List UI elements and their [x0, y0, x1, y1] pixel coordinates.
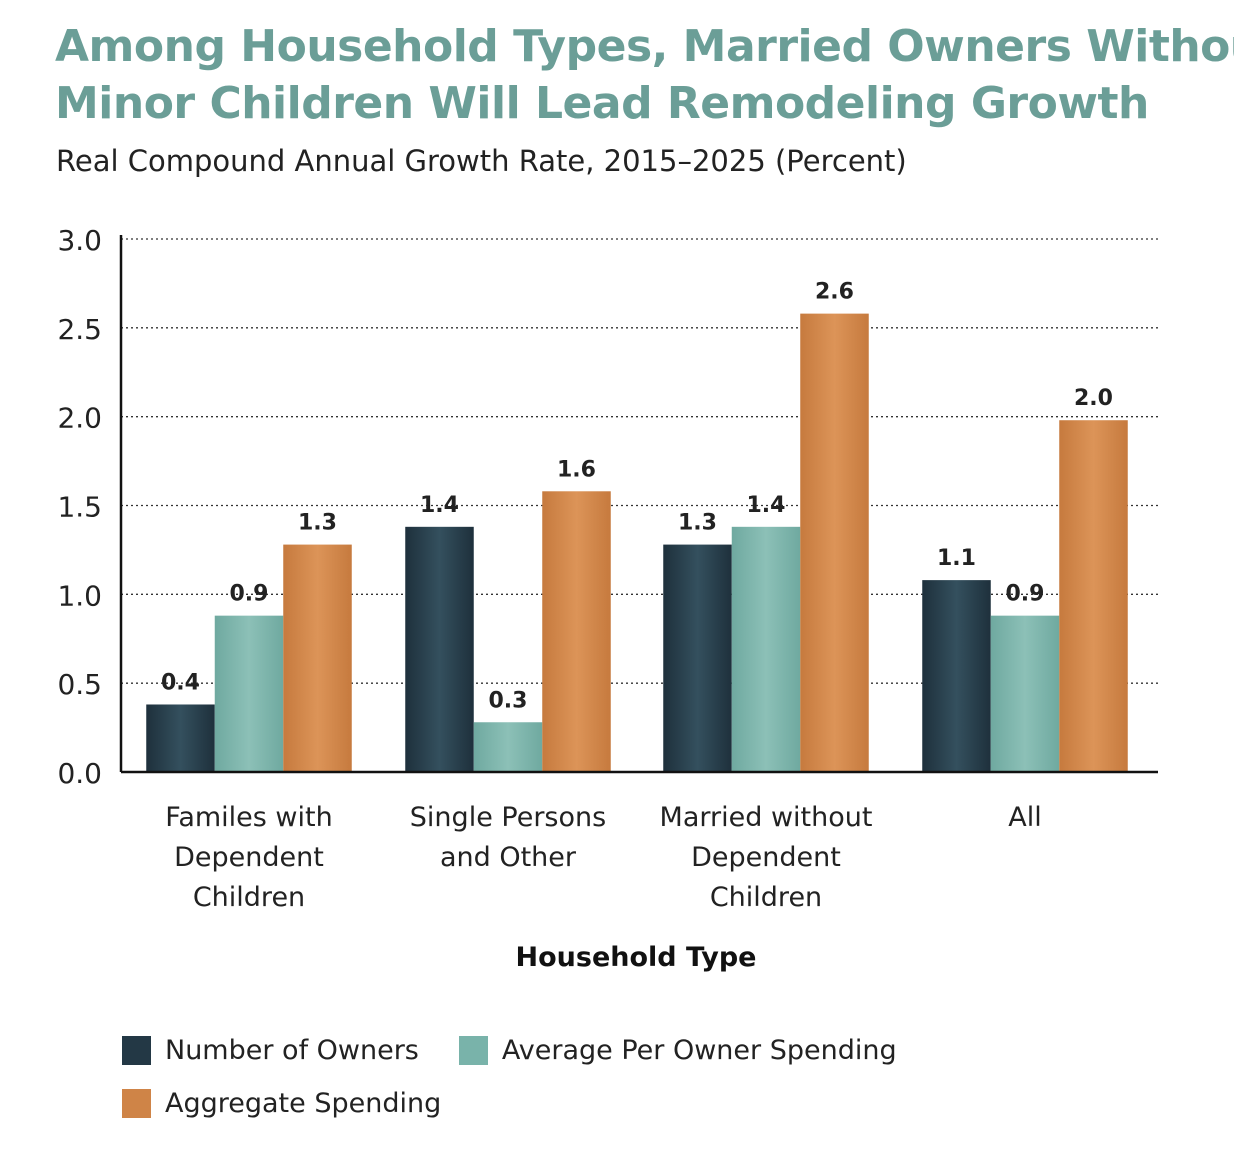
- legend: Number of Owners Average Per Owner Spend…: [122, 1030, 1022, 1136]
- data-label: 2.0: [1074, 386, 1113, 411]
- legend-label-aggregate: Aggregate Spending: [165, 1087, 442, 1119]
- y-tick-label: 2.5: [57, 313, 102, 346]
- legend-row-1: Number of Owners Average Per Owner Spend…: [122, 1030, 1022, 1070]
- data-label: 0.9: [1006, 582, 1045, 607]
- legend-swatch-per-owner: [458, 1035, 488, 1065]
- y-tick-label: 1.5: [57, 491, 102, 524]
- category-label: Familes with Dependent Children: [165, 802, 332, 913]
- bar: [214, 615, 284, 772]
- chart-title-line-2: Minor Children Will Lead Remodeling Grow…: [55, 78, 1149, 129]
- data-label: 1.4: [747, 493, 786, 518]
- bar: [405, 526, 474, 772]
- y-tick-labels: 0.0 0.5 1.0 1.5 2.0 2.5 3.0: [57, 224, 102, 790]
- data-label: 1.4: [420, 493, 459, 518]
- category-label: All: [1008, 802, 1041, 833]
- legend-label-per-owner: Average Per Owner Spending: [501, 1034, 897, 1066]
- bar: [146, 704, 215, 772]
- legend-item-aggregate: Aggregate Spending: [122, 1088, 441, 1119]
- bar: [473, 722, 543, 772]
- legend-label-owners: Number of Owners: [165, 1034, 419, 1066]
- data-label: 2.6: [815, 280, 854, 305]
- y-tick-label: 0.5: [57, 668, 102, 701]
- legend-swatch-aggregate: [122, 1088, 151, 1118]
- data-label: 0.3: [489, 688, 528, 713]
- bar-chart: 0.0 0.5 1.0 1.5 2.0 2.5 3.0 0.4 1.4 1.3 1.1 0.9 0.3…: [57, 224, 1158, 973]
- y-tick-label: 0.0: [57, 757, 102, 790]
- bar: [283, 544, 352, 772]
- data-label: 1.6: [557, 457, 596, 482]
- bar: [922, 580, 991, 772]
- bar: [990, 615, 1060, 772]
- bar: [1059, 420, 1128, 772]
- data-labels: 0.4 1.4 1.3 1.1 0.9 0.3 1.4 0.9 1.3 1.6 2.6 2.0: [161, 280, 1113, 714]
- bars: [146, 313, 1128, 772]
- legend-swatch-owners: [122, 1035, 151, 1065]
- category-labels: Familes with Dependent Children Single Pers…: [165, 802, 1041, 913]
- data-label: 1.1: [937, 546, 976, 571]
- data-label: 0.9: [230, 582, 269, 607]
- bar: [663, 544, 732, 772]
- chart-title-line-1: Among Household Types, Married Owners Wi…: [55, 21, 1234, 72]
- chart-subtitle: Real Compound Annual Growth Rate, 2015–2…: [56, 144, 907, 178]
- axes: [119, 235, 1158, 774]
- category-label: Single Persons and Other: [410, 802, 606, 873]
- bar: [731, 526, 801, 772]
- y-tick-label: 3.0: [57, 224, 102, 257]
- data-label: 0.4: [161, 670, 200, 695]
- bar: [800, 313, 869, 772]
- legend-row-2: Aggregate Spending: [122, 1083, 1022, 1123]
- y-tick-label: 2.0: [57, 402, 102, 435]
- category-label: Married without Dependent Children: [660, 802, 873, 913]
- bar: [542, 491, 611, 772]
- legend-item-per-owner: Average Per Owner Spending: [458, 1034, 897, 1066]
- legend-item-owners: Number of Owners: [122, 1035, 419, 1066]
- x-axis-title: Household Type: [516, 942, 757, 973]
- data-label: 1.3: [678, 511, 717, 536]
- y-tick-label: 1.0: [57, 579, 102, 612]
- chart-title: Among Household Types, Married Owners Wi…: [55, 18, 1234, 132]
- data-label: 1.3: [298, 511, 337, 536]
